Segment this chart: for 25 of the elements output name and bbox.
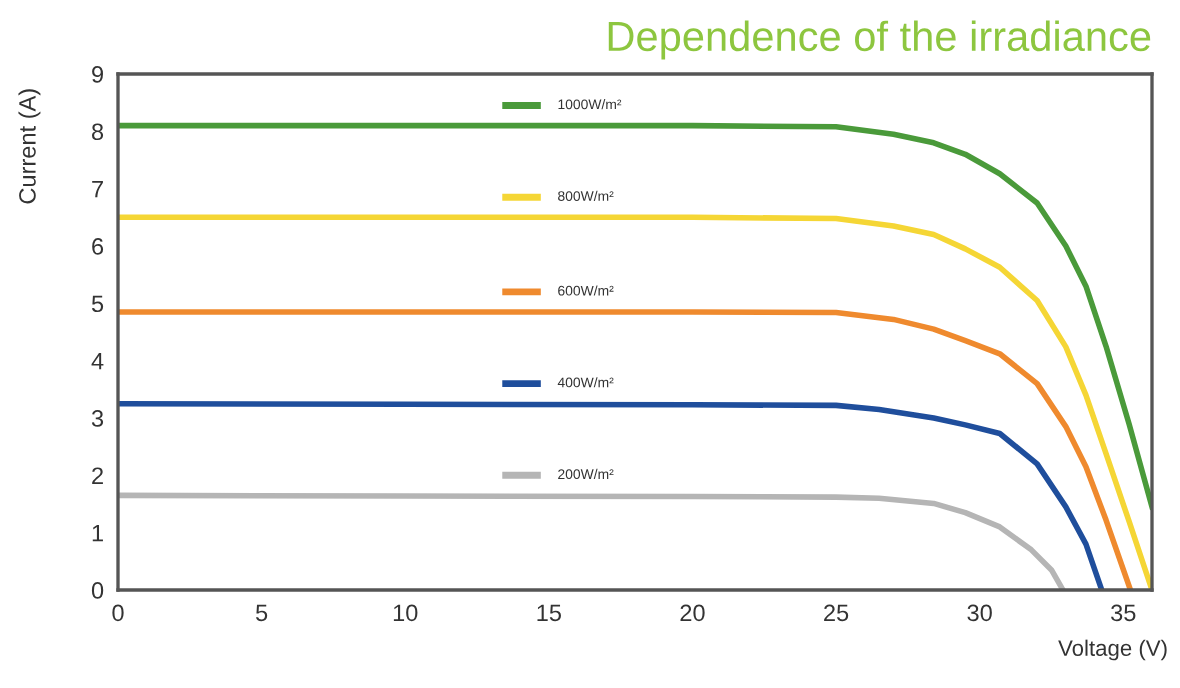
y-tick-label: 9 — [92, 66, 103, 83]
y-tick-label: 6 — [92, 238, 104, 255]
x-tick-label: 5 — [255, 604, 268, 622]
line-series — [118, 492, 1066, 590]
y-tick-label: 1 — [92, 524, 103, 542]
y-tick-label: 3 — [91, 410, 104, 427]
y-tick-label: 0 — [91, 582, 104, 599]
line-series — [118, 309, 1134, 590]
x-axis-title: Voltage (V) — [1058, 639, 1167, 661]
y-axis-title: Current (A) — [18, 89, 41, 204]
x-tick-label: 35 — [1111, 604, 1136, 622]
line-series — [118, 400, 1105, 590]
x-tick-label: 20 — [680, 604, 705, 622]
y-tick-label: 7 — [92, 180, 103, 198]
chart-title: Dependence of the irradiance — [608, 20, 1151, 60]
y-tick-label: 8 — [92, 123, 104, 141]
x-tick-label: 10 — [393, 604, 418, 622]
x-tick-label: 0 — [112, 604, 124, 622]
x-tick-label: 15 — [537, 604, 561, 622]
y-tick-label: 2 — [92, 467, 103, 484]
x-tick-label: 30 — [967, 604, 992, 622]
y-tick-label: 5 — [91, 295, 104, 313]
y-tick-label: 4 — [91, 352, 104, 370]
line-series — [118, 122, 1152, 510]
x-tick-label: 25 — [824, 604, 849, 622]
